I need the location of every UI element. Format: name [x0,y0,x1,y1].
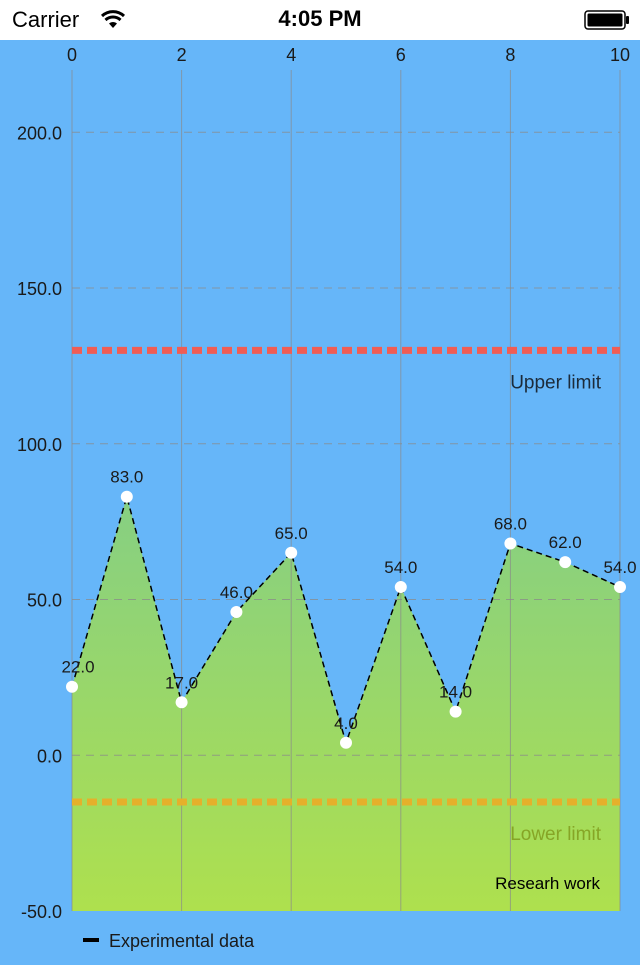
data-label: 17.0 [165,673,198,692]
data-label: 83.0 [110,468,143,487]
data-label: 62.0 [549,533,582,552]
x-tick-label: 6 [396,45,406,65]
x-tick-label: 0 [67,45,77,65]
data-points-layer [66,490,626,749]
labels-layer: 0 2 4 6 8 10 200.0 150.0 100.0 50.0 0.0 -50.0 Upper … [17,45,637,951]
y-tick-label: 50.0 [27,591,62,611]
y-tick-label: 100.0 [17,435,62,455]
y-tick-label: 150.0 [17,279,62,299]
y-tick-label: -50.0 [21,902,62,922]
x-tick-label: 4 [286,45,296,65]
data-point [559,556,572,569]
data-label: 54.0 [603,558,636,577]
battery-full-icon [584,10,629,30]
data-point [504,537,517,550]
data-point [120,490,133,503]
chart-container: 0 2 4 6 8 10 200.0 150.0 100.0 50.0 0.0 -50.0 Upper … [0,40,640,960]
data-label: 54.0 [384,558,417,577]
area-fill-layer [72,496,620,911]
x-tick-label: 2 [177,45,187,65]
data-label: 46.0 [220,583,253,602]
data-point [285,546,298,559]
line-area-chart: 0 2 4 6 8 10 200.0 150.0 100.0 50.0 0.0 -50.0 Upper … [17,45,637,951]
legend-swatch [83,938,99,942]
x-tick-label: 8 [505,45,515,65]
data-point [614,581,626,594]
data-point [449,705,462,718]
data-point [340,736,352,749]
wifi-icon [100,9,126,34]
data-label: 68.0 [494,514,527,533]
y-tick-label: 200.0 [17,123,62,143]
data-label: 22.0 [61,658,94,677]
limit-lines-layer [72,346,620,806]
data-point [230,605,243,618]
data-point [66,680,78,693]
limit-label-upper: Upper limit [510,372,602,393]
y-tick-label: 0.0 [37,746,62,766]
status-bar: Carrier 4:05 PM [0,0,640,40]
data-point [394,581,407,594]
grid-layer [71,70,621,911]
chart-description: Researh work [495,874,600,893]
limit-label-lower: Lower limit [510,824,602,845]
legend-label: Experimental data [109,931,255,951]
data-label: 65.0 [275,524,308,543]
carrier-label: Carrier [12,7,80,32]
data-label: 14.0 [439,683,472,702]
data-point [175,696,188,709]
x-tick-label: 10 [610,45,630,65]
status-time: 4:05 PM [278,6,362,31]
data-label: 4.0 [334,714,358,733]
area-fill [72,496,620,911]
